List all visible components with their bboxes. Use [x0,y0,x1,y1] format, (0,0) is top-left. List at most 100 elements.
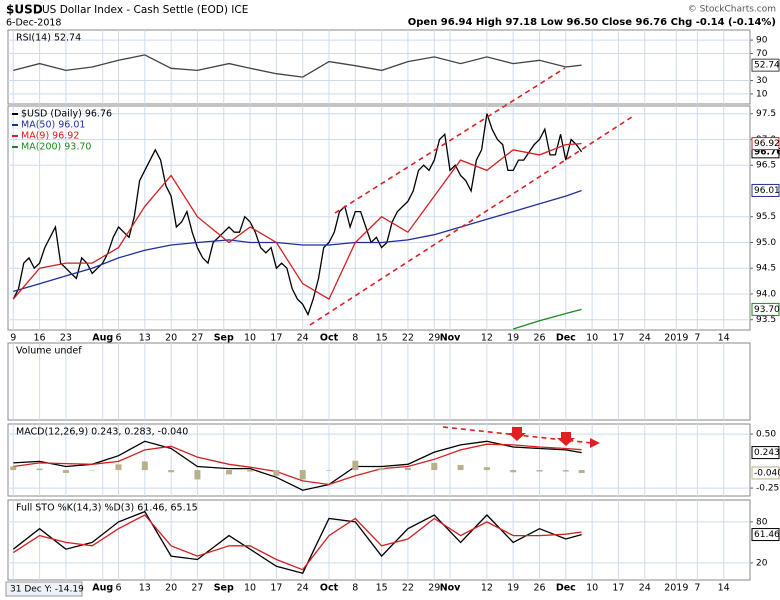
y-tick-label: 97.5 [756,109,776,119]
histogram-bar [431,462,438,471]
histogram-bar [562,470,569,472]
histogram-bar [10,466,17,471]
y-tick-label: 10 [756,89,768,99]
histogram-bar [194,470,201,480]
series-line [12,510,582,574]
y-tick-label: 80 [756,517,768,527]
histogram-bar [536,470,543,472]
x-tick-label: 12 [481,333,493,344]
histogram-bar [457,465,464,471]
histogram-bar [273,470,280,476]
quote: Open 96.94 High 97.18 Low 96.50 Close 96… [408,17,776,28]
panel [7,29,751,105]
x-tick-label: 10 [244,333,256,344]
x-tick-label: 10 [586,333,598,344]
copyright: © StockCharts.com [688,5,776,15]
histogram-bar [404,467,411,471]
x-tick-label: Sep [214,333,234,344]
legend-entry: MA(200) 93.70 [21,142,91,153]
x-tick-label: 6 [115,333,121,344]
value-box-label: -0.040 [754,468,780,478]
series-line [13,443,582,486]
value-box [751,302,780,316]
x-tick-label: Nov [440,583,461,594]
x-tick-label: 15 [376,583,388,594]
y-tick-label: 90 [756,36,768,46]
histogram-bar [36,468,43,471]
x-tick-label: 16 [34,333,46,344]
x-tick-label: 7 [694,583,700,594]
histogram-bar [326,470,333,471]
down-arrow [508,427,526,441]
histogram-bar [62,470,69,473]
x-tick-label: 24 [297,333,309,344]
series-line [513,308,582,330]
panel [7,423,751,497]
y-tick-label: 96.5 [756,161,776,171]
x-tick-label: Oct [320,333,339,344]
x-tick-label: 17 [270,333,282,344]
x-tick-label: 10 [244,583,256,594]
series-line [13,440,582,491]
panel-title: Volume undef [16,346,82,357]
x-tick-label: 13 [139,333,151,344]
series-line [12,514,582,571]
x-tick-label: 17 [612,583,624,594]
histogram-bar [141,461,148,471]
value-box [751,446,780,460]
series-line [12,142,582,301]
x-tick-label: 26 [533,333,545,344]
histogram-bar [299,470,306,480]
value-box-label: 61.46 [754,530,780,540]
date: 6-Dec-2018 [6,18,61,29]
histogram-bar [115,464,122,471]
x-tick-label: 14 [718,583,730,594]
panel [7,342,751,421]
histogram-bar [378,467,385,471]
x-tick-label: 17 [270,583,282,594]
x-tick-label: 15 [376,333,388,344]
histogram-bar [168,470,175,473]
y-tick-label: 70 [756,49,768,59]
x-tick-label: 26 [533,583,545,594]
x-tick-label: 10 [586,583,598,594]
x-tick-label: 29 [428,333,440,344]
x-tick-label: 2019 [664,583,688,594]
x-tick-label: Dec [556,333,576,344]
panel [7,105,751,331]
x-tick-label: 7 [694,333,700,344]
x-tick-label: 24 [639,333,651,344]
value-box-label: 96.92 [754,139,780,149]
legend-entry: $USD (Daily) 96.76 [21,109,112,120]
x-tick-label: 19 [507,333,519,344]
x-tick-label: 27 [191,583,203,594]
value-box [751,466,780,480]
y-tick-label: 95.0 [756,238,776,248]
x-tick-label: 20 [165,333,177,344]
value-box-label: 93.70 [754,305,780,315]
x-tick-label: 9 [10,333,16,344]
panel [7,499,751,581]
histogram-bar [89,470,96,471]
x-tick-label: 22 [402,333,414,344]
channel-upper [334,67,566,214]
value-box-label: 96.76 [754,147,780,157]
arrow-head [590,438,600,448]
value-box-label: 96.01 [754,186,780,196]
histogram-bar [352,460,359,471]
x-tick-label: Dec [556,583,576,594]
x-tick-label: 20 [165,583,177,594]
x-tick-label: 13 [139,583,151,594]
x-tick-label: Aug [92,333,113,344]
series-line [13,189,582,293]
x-tick-label: Aug [92,583,113,594]
series-line [12,113,583,317]
value-box [751,183,780,197]
y-tick-label: -0.25 [756,484,779,494]
value-box [751,528,780,542]
y-tick-label: 94.0 [756,289,776,299]
value-box-label: 52.74 [754,61,780,71]
y-tick-label: 0.50 [756,430,776,440]
value-box-label: 0.243 [754,448,780,458]
